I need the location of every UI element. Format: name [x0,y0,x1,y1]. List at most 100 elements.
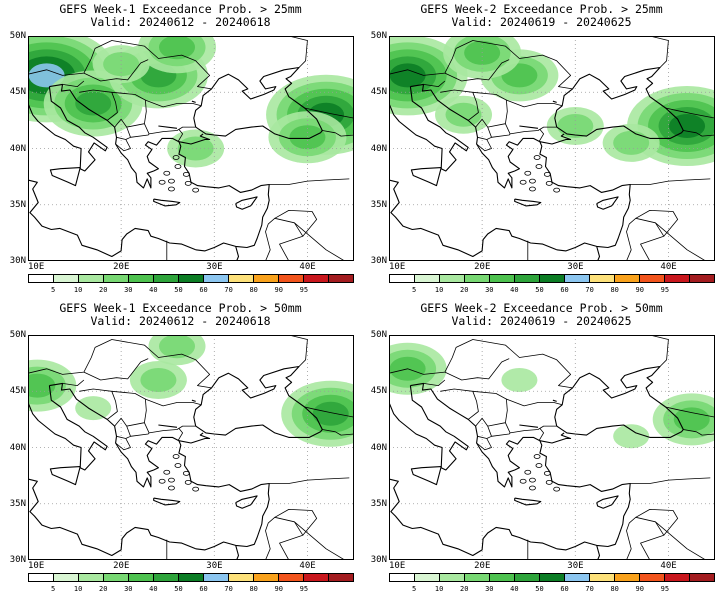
country-border [635,210,679,237]
colorbar-label: 90 [635,286,644,294]
panel-week2-50mm: GEFS Week-2 Exceedance Prob. > 50mm Vali… [361,299,722,598]
longitude-label: 20E [474,561,491,571]
coastline [596,545,601,560]
country-border [472,91,508,128]
country-border [145,398,202,407]
country-border [322,429,354,436]
country-border [288,36,308,68]
coastline [158,424,178,428]
country-border [683,130,715,137]
coastline [519,125,539,129]
colorbar-swatch [589,275,614,282]
colorbar-label: 60 [560,286,569,294]
island [529,485,536,491]
colorbar-swatch [414,275,439,282]
coastline [539,432,572,444]
coastline [410,466,442,486]
latitude-label: 35N [9,199,26,210]
country-border [116,136,131,140]
panel-title: GEFS Week-2 Exceedance Prob. > 25mm [420,2,663,16]
colorbar-label: 50 [535,286,544,294]
panel-valid-dates: Valid: 20240612 - 20240618 [90,15,271,29]
colorbar-swatch [564,574,589,581]
latitude-label: 30N [370,555,387,565]
country-border [269,178,350,185]
country-border [274,210,318,237]
country-border [115,438,131,451]
latitude-label: 40N [9,442,26,453]
country-border [423,80,446,87]
colorbar-swatch [278,275,303,282]
longitude-label: 40E [299,262,316,272]
coastline [519,424,539,428]
coastline [28,478,196,557]
longitude-label: 30E [206,561,223,571]
colorbar-swatch [489,275,514,282]
coastline [514,198,542,207]
country-border [389,339,573,389]
colorbar-label: 30 [485,585,494,593]
colorbar [389,573,715,582]
country-border [79,388,118,420]
country-border [440,89,479,121]
latitude-label: 50N [9,330,26,340]
colorbar [389,274,715,283]
map-frame [28,335,354,560]
colorbar-swatch [128,275,153,282]
country-border [683,429,715,436]
probability-area [129,361,187,399]
colorbar-label: 10 [73,286,83,294]
country-border [472,390,508,427]
probability-area [652,393,715,446]
map-frame [389,36,715,261]
colorbar-swatch [439,275,464,282]
coastline [191,100,196,103]
panel-week1-25mm: GEFS Week-1 Exceedance Prob. > 25mm Vali… [0,0,361,299]
panel-title: GEFS Week-1 Exceedance Prob. > 25mm [59,2,302,16]
country-border [264,516,304,560]
latitude-label: 40N [370,442,387,453]
country-border [144,123,196,135]
colorbar-label: 30 [124,585,133,593]
colorbar-label: 70 [585,585,594,593]
country-border [655,521,707,560]
coastline [49,466,81,486]
colorbar-label: 5 [411,585,417,593]
colorbar-swatch [29,574,53,581]
longitude-label: 30E [567,561,584,571]
colorbar-label: 20 [460,286,469,294]
island [529,186,536,192]
longitude-label: 10E [28,262,45,272]
coastline [28,86,108,172]
island [192,486,200,492]
longitude-label: 30E [206,262,223,272]
colorbar-swatch [178,574,203,581]
coastline [389,86,469,172]
probability-area [138,36,217,74]
country-border [304,107,354,119]
country-border [655,222,707,261]
island [533,155,541,160]
colorbar-swatch [103,574,128,581]
country-border [477,136,492,140]
colorbar-label: 95 [299,585,309,593]
country-border [649,36,669,68]
country-border [304,406,354,418]
island [182,171,190,177]
latitude-label: 30N [9,555,26,565]
colorbar-label: 80 [249,286,258,294]
probability-area [613,424,650,449]
country-border [423,379,446,386]
colorbar-label: 60 [199,286,208,294]
coastline [49,382,270,551]
country-border [111,390,147,427]
country-border [487,425,511,437]
island [168,186,175,192]
coastline [552,100,557,103]
colorbar-swatch [328,275,353,282]
island [524,170,532,176]
latitude-label: 50N [370,330,387,340]
colorbar-swatch [278,574,303,581]
coastline [235,545,240,560]
longitude-label: 40E [299,561,316,571]
